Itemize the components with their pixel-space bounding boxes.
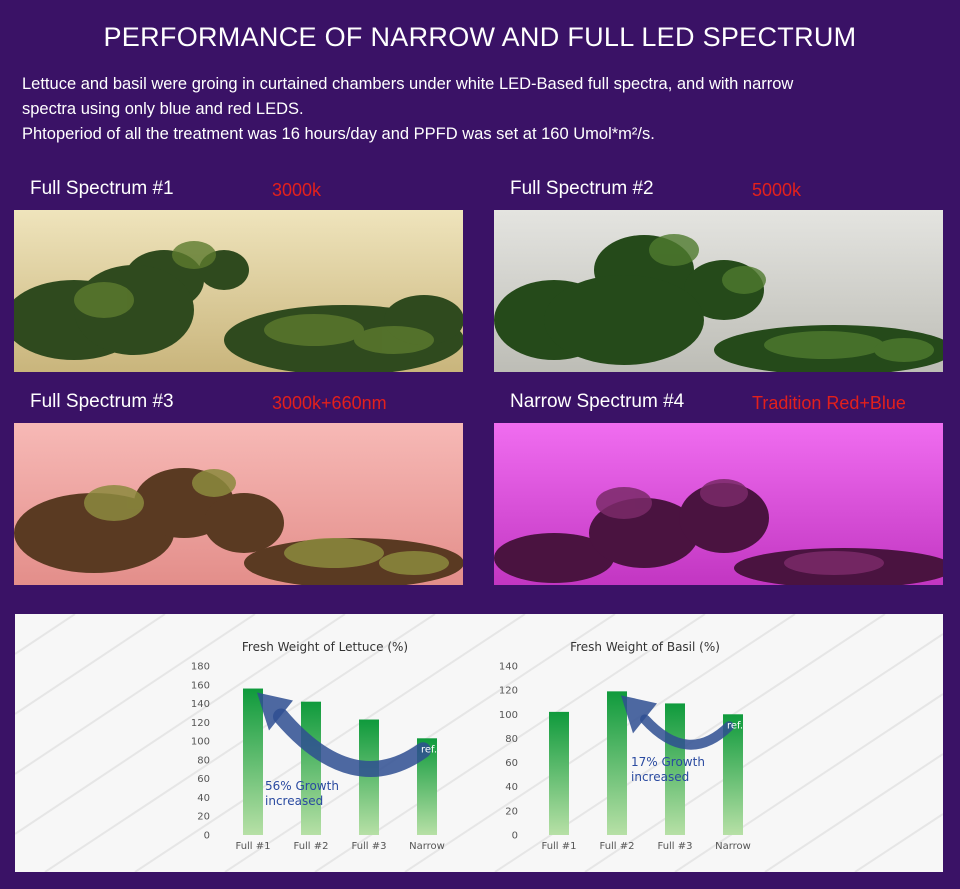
- page-title: PERFORMANCE OF NARROW AND FULL LED SPECT…: [103, 22, 857, 52]
- lettuce-bar-3: [359, 719, 379, 835]
- lettuce-y-tick-label: 100: [191, 737, 210, 748]
- basil-y-tick-label: 20: [505, 806, 518, 817]
- lettuce-annotation-line-1: 56% Growth: [265, 779, 339, 793]
- lettuce-y-tick-label: 160: [191, 680, 210, 691]
- basil-bar-1: [549, 711, 569, 835]
- panel-3-note: 3000k+660nm: [272, 393, 387, 413]
- panel-4-label: Narrow Spectrum #4: [510, 391, 685, 412]
- basil-y-tick-label: 120: [499, 686, 518, 697]
- basil-bar-4: [723, 714, 743, 835]
- lettuce-y-tick-label: 0: [204, 831, 210, 842]
- lettuce-bar-1: [243, 688, 263, 835]
- lettuce-category-label: Full #3: [351, 841, 386, 852]
- lettuce-y-tick-label: 60: [197, 774, 210, 785]
- basil-y-tick-label: 80: [505, 734, 518, 745]
- basil-category-label: Narrow: [715, 841, 751, 852]
- lettuce-y-tick-label: 180: [191, 662, 210, 673]
- lettuce-category-label: Full #2: [293, 841, 328, 852]
- photo-full-spectrum-1: [14, 210, 463, 372]
- basil-bar-2: [607, 691, 627, 835]
- photo-full-spectrum-3: [14, 423, 463, 585]
- lettuce-y-tick-label: 120: [191, 718, 210, 729]
- lettuce-y-tick-label: 40: [197, 793, 210, 804]
- lettuce-y-tick-label: 140: [191, 699, 210, 710]
- basil-annotation-line-1: 17% Growth: [631, 755, 705, 769]
- lettuce-bar-2: [301, 701, 321, 835]
- basil-growth-arrow: [640, 714, 734, 750]
- intro-text: Lettuce and basil were groing in curtain…: [22, 72, 947, 147]
- lettuce-chart-title: Fresh Weight of Lettuce (%): [242, 640, 408, 654]
- lettuce-growth-arrowhead: [257, 692, 293, 731]
- lettuce-category-label: Narrow: [409, 841, 445, 852]
- panel-3-label: Full Spectrum #3: [30, 391, 174, 412]
- basil-y-tick-label: 140: [499, 662, 518, 673]
- basil-category-label: Full #2: [599, 841, 634, 852]
- lettuce-growth-arrow: [273, 708, 431, 777]
- lettuce-y-tick-label: 20: [197, 812, 210, 823]
- panel-4-note: Tradition Red+Blue: [752, 393, 906, 413]
- panel-2-label: Full Spectrum #2: [510, 178, 654, 199]
- lettuce-annotation-line-2: increased: [265, 794, 323, 808]
- photo-full-spectrum-2: [494, 210, 943, 372]
- basil-growth-arrowhead: [621, 695, 657, 734]
- photo-narrow-spectrum-4: [494, 423, 943, 585]
- lettuce-y-tick-label: 80: [197, 755, 210, 766]
- panel-2-note: 5000k: [752, 180, 802, 200]
- panel-1-label: Full Spectrum #1: [30, 178, 174, 199]
- basil-y-tick-label: 40: [505, 782, 518, 793]
- basil-category-label: Full #1: [541, 841, 576, 852]
- intro-line-3: Phtoperiod of all the treatment was 16 h…: [22, 125, 655, 143]
- intro-line-1: Lettuce and basil were groing in curtain…: [22, 75, 794, 93]
- basil-y-tick-label: 100: [499, 710, 518, 721]
- basil-ref-label: ref.: [727, 720, 743, 731]
- lettuce-category-label: Full #1: [235, 841, 270, 852]
- basil-y-tick-label: 60: [505, 758, 518, 769]
- charts-panel: Fresh Weight of Lettuce (%) 0 20 40 60 80 100 1…: [15, 614, 943, 872]
- fresh-weight-charts: Fresh Weight of Lettuce (%) 0 20 40 60 80 100 1…: [191, 640, 751, 852]
- basil-category-label: Full #3: [657, 841, 692, 852]
- lettuce-ref-label: ref.: [421, 744, 437, 755]
- panel-1-note: 3000k: [272, 180, 322, 200]
- basil-chart-title: Fresh Weight of Basil (%): [570, 640, 720, 654]
- intro-line-2: spectra using only blue and red LEDS.: [22, 100, 304, 118]
- basil-y-tick-label: 0: [512, 831, 518, 842]
- basil-annotation-line-2: increased: [631, 770, 689, 784]
- lettuce-bar-4: [417, 738, 437, 835]
